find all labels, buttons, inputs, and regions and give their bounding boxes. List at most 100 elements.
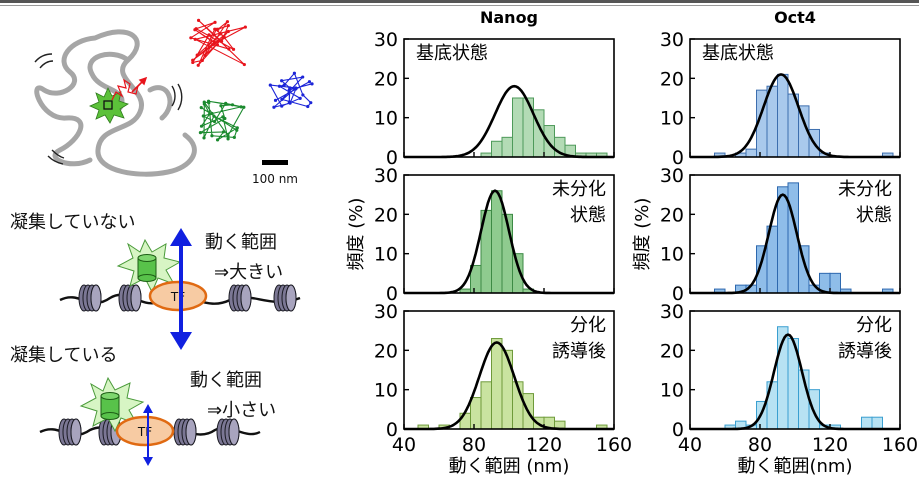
- panel-annotation: 分化: [570, 315, 606, 336]
- motion-arc-icon: [171, 85, 176, 107]
- y-tick-label: 30: [660, 301, 684, 323]
- y-tick-label: 30: [374, 165, 398, 187]
- y-tick-label: 30: [660, 29, 684, 51]
- trajectory-green-point: [208, 112, 212, 116]
- trajectory-green-point: [230, 103, 235, 107]
- y-tick-label: 10: [660, 108, 684, 130]
- trajectory-red-point: [226, 29, 230, 34]
- panel-annotation: 未分化: [552, 179, 606, 200]
- nucleosomes-upper: [78, 284, 297, 312]
- histogram-bar: [808, 389, 820, 430]
- trajectory-green-point: [239, 105, 243, 109]
- large-range-arrow-icon: [170, 228, 192, 350]
- range-large-label-1: 動く範囲: [205, 232, 277, 253]
- panel-annotation: 誘導後: [838, 341, 892, 362]
- histogram-bar: [491, 190, 503, 294]
- y-tick-label: 20: [660, 68, 684, 90]
- y-tick-label: 10: [660, 380, 684, 402]
- trajectory-red-point: [225, 20, 230, 24]
- histogram-bar: [470, 397, 482, 430]
- histogram-bar: [766, 85, 778, 158]
- trajectory-red-point: [222, 35, 226, 39]
- trajectory-red-point: [242, 62, 246, 67]
- histogram-bar: [512, 97, 524, 158]
- trajectory-red-small: [111, 78, 139, 101]
- trajectory-red-point: [231, 47, 236, 51]
- histogram-bar: [745, 148, 757, 158]
- panel-title: Oct4: [774, 8, 816, 27]
- x-tick-label: 120: [526, 434, 562, 456]
- y-tick-label: 30: [374, 29, 398, 51]
- trajectory-red-point: [215, 43, 220, 47]
- plot-frame: [403, 310, 615, 430]
- trajectory-blue-point: [306, 104, 310, 109]
- trajectory-red-point: [189, 36, 193, 40]
- motion-arc-icon: [51, 149, 65, 159]
- trajectory-red-point: [219, 32, 223, 36]
- protein-cylinder-upper-icon: [137, 254, 157, 282]
- histogram-bar: [491, 338, 503, 430]
- trajectory-green-point: [215, 138, 220, 142]
- y-tick-label: 30: [660, 165, 684, 187]
- condensed-label: 凝集している: [10, 345, 117, 366]
- x-tick-label: 160: [596, 434, 632, 456]
- motion-arc-icon: [39, 60, 54, 69]
- y-tick-label: 30: [374, 301, 398, 323]
- scale-bar-label: 100 nm: [252, 172, 298, 186]
- top-border-thin: [0, 5, 919, 6]
- trajectory-green-point: [206, 99, 211, 103]
- range-small-label-1: 動く範囲: [190, 370, 262, 391]
- trajectory-red-point: [196, 18, 201, 23]
- trajectory-green-point: [235, 126, 239, 130]
- histogram-bar: [480, 381, 492, 430]
- trajectory-red-point: [191, 60, 195, 65]
- y-tick-label: 20: [660, 340, 684, 362]
- x-axis-label: 動く範囲 (nm): [449, 456, 570, 477]
- trajectory-red-point: [194, 27, 198, 31]
- trajectory-blue-point: [301, 93, 305, 97]
- trajectory-green-point: [226, 137, 230, 141]
- trajectory-blue-point: [272, 105, 276, 109]
- y-tick-label: 20: [374, 68, 398, 90]
- y-tick-label: 0: [672, 283, 684, 305]
- panel-title: Nanog: [480, 8, 538, 27]
- plot-frame: [689, 174, 901, 294]
- nucleosome-icon: [78, 284, 102, 312]
- trajectory-green-point: [202, 136, 206, 140]
- x-axis-label: 動く範囲(nm): [738, 456, 853, 477]
- trajectory-red-point: [227, 47, 231, 51]
- y-tick-label: 0: [386, 283, 398, 305]
- y-tick-label: 0: [386, 147, 398, 169]
- x-tick-label: 80: [462, 434, 486, 456]
- histogram-bar: [777, 73, 789, 158]
- trajectory-green-point: [198, 131, 203, 135]
- trajectory-red-point: [214, 27, 218, 31]
- trajectory-red-point: [196, 63, 200, 67]
- x-tick-label: 80: [748, 434, 772, 456]
- trajectory-green-point: [226, 134, 230, 138]
- trajectory-green-point: [210, 134, 214, 138]
- trajectory-blue-point: [280, 97, 284, 101]
- histogram-bar: [829, 272, 841, 294]
- trajectory-green-point: [201, 114, 205, 118]
- trajectory-red-point: [213, 20, 217, 24]
- tf-ellipse-lower: [115, 415, 175, 447]
- x-tick-label: 160: [882, 434, 918, 456]
- trajectory-green-point: [212, 119, 217, 124]
- plot-frame: [689, 310, 901, 430]
- trajectory-red-point: [191, 58, 195, 62]
- trajectory-green-point: [219, 104, 223, 108]
- y-tick-label: 20: [660, 204, 684, 226]
- top-border: [0, 0, 919, 3]
- y-tick-label: 10: [374, 244, 398, 266]
- trajectory-blue-point: [288, 101, 292, 105]
- trajectory-red-point: [203, 53, 207, 58]
- trajectory-green-point: [199, 124, 204, 128]
- tf-starburst-icon: [89, 87, 129, 124]
- nucleosome-icon: [273, 284, 297, 312]
